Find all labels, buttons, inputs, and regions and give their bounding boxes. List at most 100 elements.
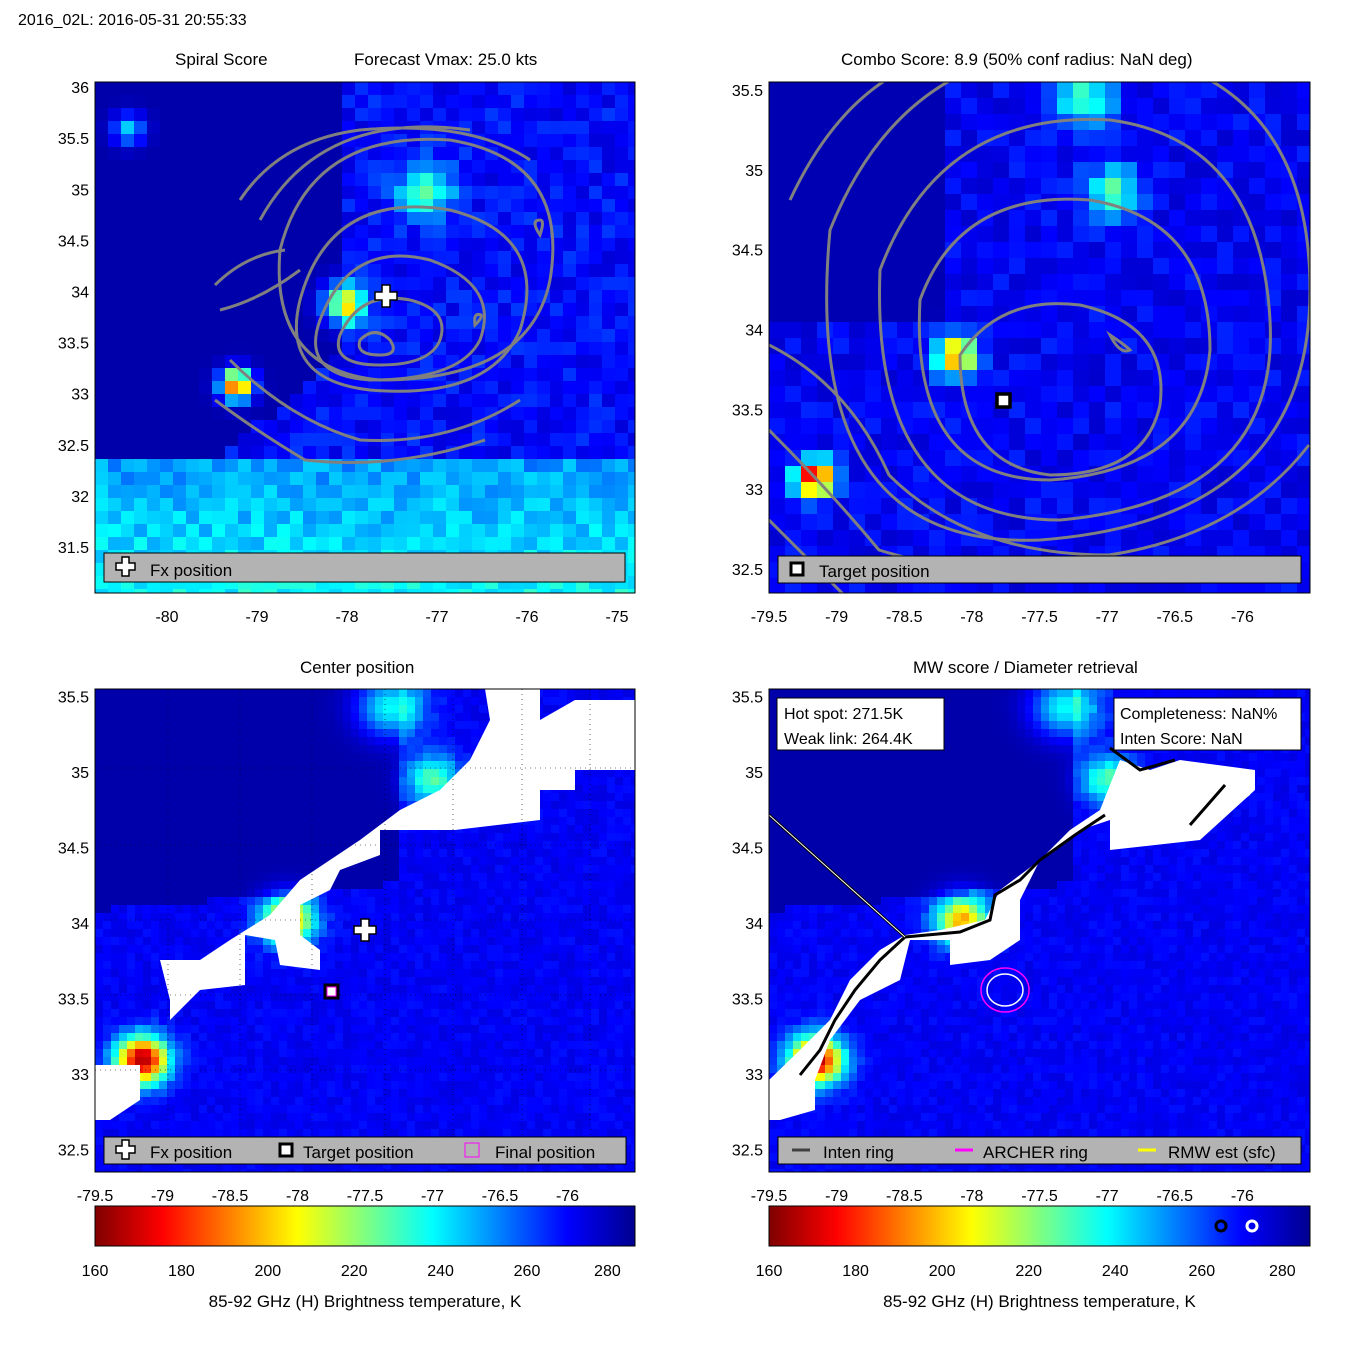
center-pixel [303,841,312,850]
center-pixel [591,937,600,946]
spiral-pixel [225,342,239,356]
combo-pixel [1201,130,1218,147]
spiral-pixel [615,420,629,434]
center-pixel [127,865,136,874]
center-pixel [247,737,256,746]
spiral-pixel [576,316,590,330]
combo-pixel [769,418,786,435]
spiral-pixel [355,160,369,174]
center-pixel [263,761,272,770]
center-pixel [239,737,248,746]
spiral-pixel [511,121,525,135]
spiral-pixel [108,524,122,538]
combo-pixel [1025,498,1042,515]
combo-pixel [817,82,834,99]
spiral-pixel [433,303,447,317]
spiral-pixel [147,394,161,408]
spiral-pixel [147,303,161,317]
center-pixel [599,873,608,882]
center-pixel [231,785,240,794]
spiral-pixel [212,355,226,369]
spiral-pixel [576,446,590,460]
center-pixel [495,873,504,882]
center-pixel [631,841,635,850]
combo-pixel [1297,306,1310,323]
spiral-pixel [524,303,538,317]
spiral-pixel [303,537,317,551]
spiral-pixel [95,472,109,486]
mw-title: MW score / Diameter retrieval [913,658,1138,677]
center-pixel [279,873,288,882]
spiral-pixel [420,394,434,408]
spiral-pixel [563,472,577,486]
center-pixel [183,913,192,922]
combo-pixel [1057,354,1074,371]
combo-pixel [1041,258,1058,275]
center-pixel [175,721,184,730]
center-pixel [399,905,408,914]
center-pixel [151,921,160,930]
center-pixel [191,809,200,818]
spiral-pixel [186,381,200,395]
center-pixel [383,729,392,738]
spiral-pixel [459,433,473,447]
spiral-pixel [251,264,265,278]
center-pixel [167,833,176,842]
combo-pixel [817,114,834,131]
spiral-pixel [433,95,447,109]
combo-pixel [1265,162,1282,179]
spiral-pixel [186,589,200,593]
combo-pixel [817,274,834,291]
center-pixel [375,761,384,770]
spiral-pixel [628,589,635,593]
spiral-pixel [511,537,525,551]
combo-pixel [929,114,946,131]
combo-pixel [1057,162,1074,179]
center-pixel [255,857,264,866]
center-pixel [583,881,592,890]
center-pixel [191,937,200,946]
spiral-pixel [186,420,200,434]
center-pixel [199,761,208,770]
spiral-pixel [355,316,369,330]
spiral-pixel [459,238,473,252]
spiral-pixel [355,251,369,265]
spiral-pixel [121,472,135,486]
spiral-pixel [173,251,187,265]
spiral-pixel [498,589,512,593]
center-pixel [543,833,552,842]
spiral-pixel [212,160,226,174]
spiral-pixel [537,485,551,499]
spiral-pixel [173,511,187,525]
spiral-pixel [303,251,317,265]
combo-pixel [1169,514,1186,531]
center-pixel [615,937,624,946]
center-pixel [359,833,368,842]
center-pixel [255,729,264,738]
spiral-pixel [186,82,200,96]
center-pixel [159,889,168,898]
center-pixel [175,945,184,954]
spiral-pixel [355,329,369,343]
center-pixel [471,889,480,898]
spiral-pixel [602,381,616,395]
center-pixel [255,833,264,842]
center-pixel [455,897,464,906]
combo-pixel [1233,114,1250,131]
spiral-pixel [134,303,148,317]
combo-pixel [1041,418,1058,435]
center-pixel [183,689,192,698]
center-pixel [407,921,416,930]
spiral-pixel [394,225,408,239]
spiral-pixel [212,498,226,512]
center-pixel [191,793,200,802]
center-pixel [583,793,592,802]
spiral-pixel [368,108,382,122]
spiral-pixel [238,524,252,538]
combo-pixel [1057,434,1074,451]
spiral-pixel [446,277,460,291]
combo-pixel [769,242,786,259]
spiral-pixel [498,485,512,499]
combo-pixel [801,306,818,323]
